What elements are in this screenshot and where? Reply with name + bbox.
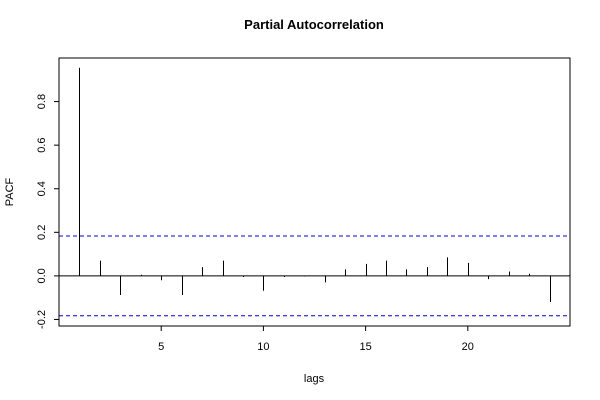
x-tick-label-15: 15 — [359, 341, 371, 353]
y-tick-label-2: 0.2 — [36, 225, 48, 240]
x-tick-label-5: 5 — [158, 341, 164, 353]
x-tick-label-20: 20 — [462, 341, 474, 353]
y-tick-label-3: 0.4 — [36, 181, 48, 196]
chart-title: Partial Autocorrelation — [244, 17, 384, 32]
y-tick-label-1: 0.0 — [36, 268, 48, 283]
plot-frame — [58, 57, 571, 327]
x-tick-label-10: 10 — [257, 341, 269, 353]
y-tick-label-0: -0.2 — [36, 310, 48, 329]
y-tick-label-5: 0.8 — [36, 94, 48, 109]
x-axis-label: lags — [304, 373, 325, 385]
y-tick-label-4: 0.6 — [36, 138, 48, 153]
y-axis-label: PACF — [4, 177, 16, 206]
